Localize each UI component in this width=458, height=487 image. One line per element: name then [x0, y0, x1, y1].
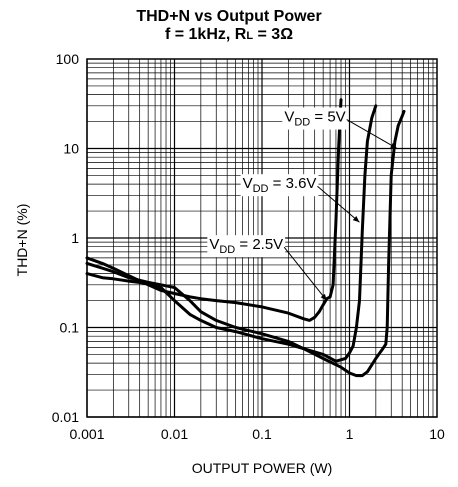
subtitle-text: f = 1kHz, R: [164, 26, 247, 43]
subtitle-subscript: L: [246, 30, 254, 42]
x-tick-label: 0.01: [161, 426, 188, 442]
annotation-arrow-line: [317, 185, 360, 223]
x-tick-label: 0.001: [69, 426, 104, 442]
annotation-arrow-head: [352, 215, 360, 223]
chart-title: THD+N vs Output Power: [136, 8, 322, 25]
y-axis-label: THD+N (%): [14, 204, 30, 277]
y-tick-label: 10: [63, 141, 79, 157]
subtitle-suffix: = 3Ω: [253, 26, 294, 43]
series-label-bg: [282, 107, 348, 130]
annotations: VDD = 5V VDD = 3.6V VDD = 2.5V: [207, 107, 398, 301]
series-label-1: VDD = 3.6V: [243, 175, 317, 195]
plot-area-border: [86, 58, 438, 418]
annotation-arrow-line: [346, 119, 398, 149]
x-tick-label: 10: [429, 426, 445, 442]
x-tick-label: 1: [346, 426, 354, 442]
y-tick-label: 100: [56, 51, 80, 67]
y-tick-label: 0.01: [52, 409, 79, 425]
y-tick-label: 0.1: [60, 320, 80, 336]
series-label-bg: [207, 235, 286, 258]
series-label-bg: [240, 174, 319, 197]
x-axis-label: OUTPUT POWER (W): [192, 460, 333, 476]
x-tick-label: 0.1: [252, 426, 272, 442]
series-label-0: VDD = 5V: [284, 109, 345, 129]
series-label-2: VDD = 2.5V: [209, 236, 283, 256]
series-line-1: [85, 104, 378, 363]
series-group: [85, 98, 406, 378]
series-line-0: [85, 98, 343, 322]
series-line-2: [85, 109, 406, 378]
chart-subtitle: f = 1kHz, RL = 3Ω: [0, 26, 458, 45]
annotation-arrow-head: [320, 293, 327, 301]
y-tick-label: 1: [71, 230, 79, 246]
annotation-arrow-head: [390, 142, 398, 149]
annotation-arrow-line: [283, 246, 328, 301]
